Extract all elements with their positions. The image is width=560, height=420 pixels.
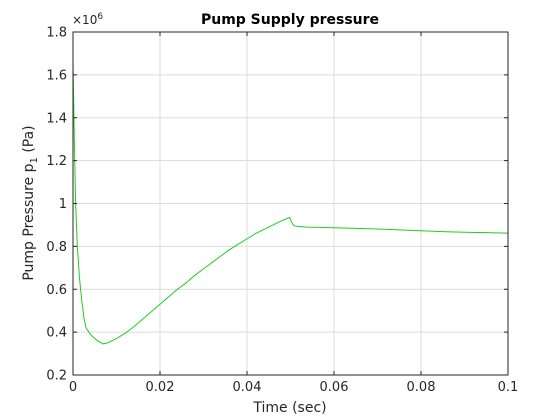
y-tick-label: 0.2	[46, 369, 67, 384]
tick-marks	[72, 31, 509, 376]
x-axis-label: Time (sec)	[252, 400, 326, 416]
y-tick-label: 1.6	[46, 68, 67, 83]
y-tick-label: 1.4	[46, 111, 67, 126]
x-tick-label: 0.06	[320, 380, 349, 395]
x-tick-label: 0.02	[146, 380, 175, 395]
y-tick-label: 0.4	[46, 326, 67, 341]
x-tick-label: 0.08	[407, 380, 436, 395]
y-tick-label: 1.8	[46, 26, 67, 41]
y-tick-label: 0.6	[46, 283, 67, 298]
y-tick-labels: 0.2 0.4 0.6 0.8 1 1.2 1.4 1.6 1.8	[46, 26, 67, 384]
y-tick-label: 1.2	[46, 154, 67, 169]
y-tick-label: 1	[59, 197, 67, 212]
chart-title: Pump Supply pressure	[201, 12, 379, 28]
x-tick-labels: 0 0.02 0.04 0.06 0.08 0.1	[69, 380, 518, 395]
series-line-pump-pressure	[72, 62, 509, 345]
x-tick-label: 0.1	[498, 380, 519, 395]
x-tick-label: 0.04	[233, 380, 262, 395]
y-tick-label: 0.8	[46, 240, 67, 255]
x-tick-label: 0	[69, 380, 77, 395]
y-axis-label: Pump Pressure p1 (Pa)	[21, 125, 40, 280]
y-exponent-label: ×106	[72, 12, 103, 27]
